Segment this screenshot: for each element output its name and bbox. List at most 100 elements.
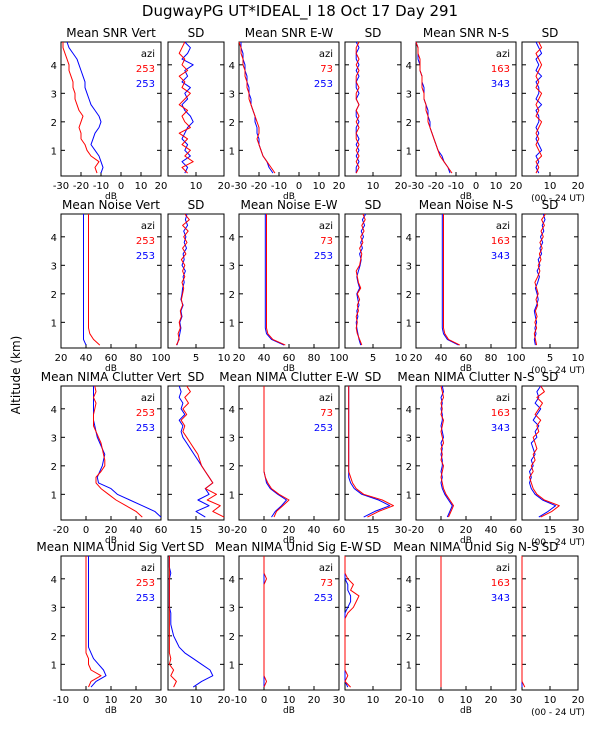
y-tick-label: 1 bbox=[51, 490, 57, 501]
y-tick-label: 3 bbox=[229, 261, 235, 272]
panel-title: Mean NIMA Unid Sig Vert bbox=[36, 540, 186, 554]
panel-frame bbox=[167, 213, 225, 349]
trace-red bbox=[88, 214, 101, 346]
legend-red-azimuth: 253 bbox=[136, 64, 155, 75]
y-tick-label: 3 bbox=[229, 603, 235, 614]
x-tick-label: 10 bbox=[190, 695, 203, 706]
panel-frame bbox=[167, 555, 225, 691]
legend-blue-azimuth: 253 bbox=[136, 593, 155, 604]
x-tick-label: 10 bbox=[572, 353, 585, 364]
x-tick-label: 30 bbox=[510, 695, 523, 706]
ut-range-label: (00 - 24 UT) bbox=[531, 708, 585, 718]
panel-title-sd: SD bbox=[365, 540, 382, 554]
x-tick-label: -30 bbox=[408, 181, 424, 192]
y-tick-label: 2 bbox=[229, 462, 235, 473]
panel-title: Mean NIMA Clutter E-W bbox=[219, 370, 359, 384]
trace-blue bbox=[263, 386, 287, 518]
y-tick-label: 2 bbox=[51, 290, 57, 301]
trace-red bbox=[440, 385, 454, 518]
panel-r2-c5 bbox=[521, 385, 579, 521]
x-tick-label: 10 bbox=[367, 695, 380, 706]
y-tick-label: 1 bbox=[229, 490, 235, 501]
y-tick-label: 2 bbox=[229, 632, 235, 643]
x-tick-label: -20 bbox=[428, 181, 444, 192]
x-tick-label: 10 bbox=[135, 181, 148, 192]
x-tick-label: -10 bbox=[53, 695, 69, 706]
x-tick-label: 80 bbox=[485, 353, 498, 364]
x-tick-label: 30 bbox=[155, 695, 168, 706]
trace-red bbox=[175, 213, 190, 346]
panel-title: Mean Noise E-W bbox=[241, 198, 338, 212]
panel-frame bbox=[238, 555, 340, 691]
trace-red bbox=[178, 41, 194, 174]
x-tick-label: 40 bbox=[258, 353, 271, 364]
x-tick-label: 0 bbox=[261, 525, 267, 536]
trace-blue bbox=[93, 386, 162, 518]
y-tick-label: 1 bbox=[51, 318, 57, 329]
x-tick-label: 10 bbox=[460, 695, 473, 706]
panel-title: Mean SNR N-S bbox=[423, 26, 509, 40]
panel-frame bbox=[344, 555, 402, 691]
panel-frame bbox=[167, 41, 225, 177]
y-tick-label: 1 bbox=[229, 318, 235, 329]
y-tick-label: 4 bbox=[406, 575, 412, 586]
panel-title-sd: SD bbox=[188, 540, 205, 554]
x-axis-unit: dB bbox=[105, 706, 117, 716]
panel-frame bbox=[415, 385, 517, 521]
y-tick-label: 2 bbox=[406, 118, 412, 129]
y-tick-label: 1 bbox=[229, 146, 235, 157]
panel-frame bbox=[60, 555, 162, 691]
y-tick-label: 1 bbox=[406, 490, 412, 501]
x-tick-label: 80 bbox=[130, 353, 143, 364]
x-tick-label: -10 bbox=[448, 181, 464, 192]
trace-red bbox=[533, 213, 546, 346]
panel-frame bbox=[60, 385, 162, 521]
panel-frame bbox=[344, 213, 402, 349]
y-tick-label: 1 bbox=[229, 660, 235, 671]
x-tick-label: 10 bbox=[105, 695, 118, 706]
legend-red-azimuth: 73 bbox=[320, 236, 333, 247]
x-tick-label: -20 bbox=[408, 525, 424, 536]
legend-red-azimuth: 163 bbox=[491, 64, 510, 75]
panel-frame bbox=[238, 41, 340, 177]
x-tick-label: 20 bbox=[105, 525, 118, 536]
panel-r2-c0 bbox=[60, 385, 162, 521]
x-tick-label: 30 bbox=[218, 525, 231, 536]
panel-r2-c1 bbox=[167, 385, 225, 521]
panel-frame bbox=[238, 213, 340, 349]
panel-frame bbox=[167, 385, 225, 521]
panel-frame bbox=[521, 555, 579, 691]
panel-r0-c1 bbox=[167, 41, 225, 177]
x-tick-label: 100 bbox=[151, 353, 170, 364]
trace-red bbox=[344, 556, 360, 688]
x-tick-label: 100 bbox=[329, 353, 348, 364]
legend-blue-azimuth: 343 bbox=[491, 251, 510, 262]
y-tick-label: 3 bbox=[406, 603, 412, 614]
x-tick-label: 20 bbox=[485, 695, 498, 706]
panel-title: Mean NIMA Unid Sig N-S bbox=[393, 540, 539, 554]
trace-blue bbox=[535, 41, 543, 174]
panel-title-sd: SD bbox=[365, 370, 382, 384]
panel-frame bbox=[415, 213, 517, 349]
legend-blue-azimuth: 343 bbox=[491, 423, 510, 434]
y-tick-label: 1 bbox=[406, 146, 412, 157]
x-tick-label: 20 bbox=[218, 695, 231, 706]
panel-r3-c3 bbox=[344, 555, 402, 691]
x-tick-label: 20 bbox=[333, 181, 346, 192]
x-tick-label: -20 bbox=[53, 525, 69, 536]
y-tick-label: 2 bbox=[51, 118, 57, 129]
trace-red bbox=[415, 41, 453, 174]
trace-blue bbox=[83, 214, 87, 346]
y-tick-label: 3 bbox=[51, 433, 57, 444]
x-tick-label: 40 bbox=[308, 525, 321, 536]
x-tick-label: 20 bbox=[510, 181, 523, 192]
trace-blue bbox=[348, 386, 391, 518]
x-tick-label: 60 bbox=[155, 525, 168, 536]
x-tick-label: 15 bbox=[367, 525, 380, 536]
ut-range-label: (00 - 24 UT) bbox=[531, 538, 585, 548]
y-tick-label: 4 bbox=[51, 233, 57, 244]
x-tick-label: 10 bbox=[544, 181, 557, 192]
legend-blue-azimuth: 253 bbox=[314, 593, 333, 604]
ut-range-label: (00 - 24 UT) bbox=[531, 194, 585, 204]
panel-r2-c4 bbox=[415, 385, 517, 521]
